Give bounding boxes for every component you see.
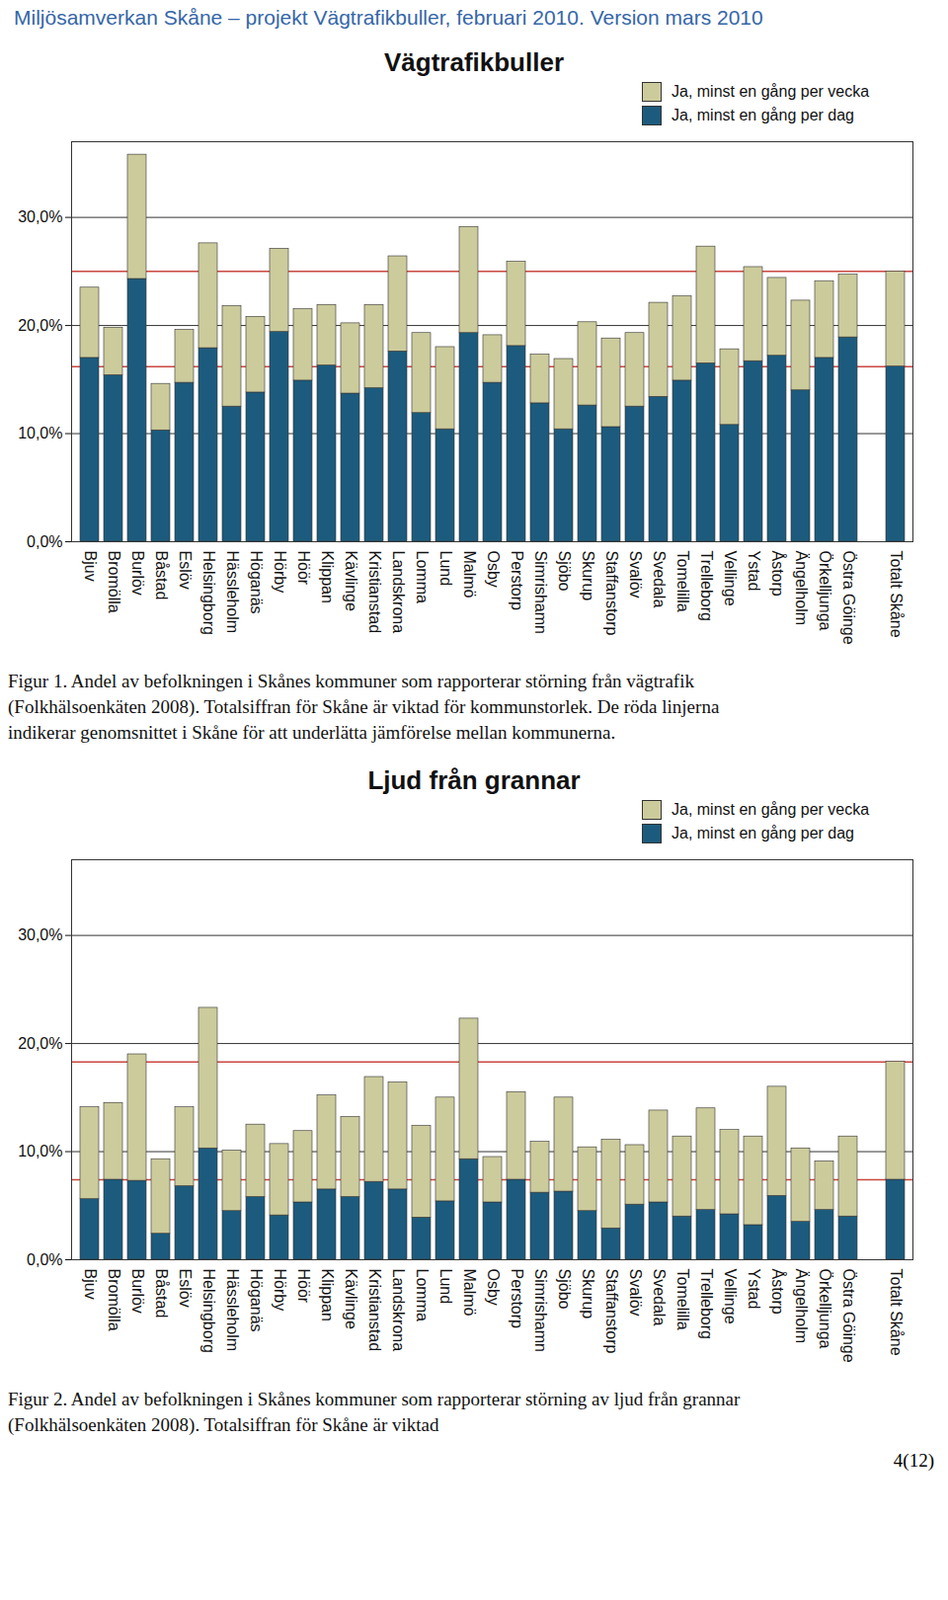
svg-text:Örkelljunga: Örkelljunga bbox=[816, 1268, 834, 1349]
svg-text:Lomma: Lomma bbox=[413, 551, 431, 604]
svg-text:Örkelljunga: Örkelljunga bbox=[816, 551, 834, 632]
svg-text:Helsingborg: Helsingborg bbox=[200, 551, 218, 635]
svg-text:Staffanstorp: Staffanstorp bbox=[603, 551, 621, 636]
svg-text:Båstad: Båstad bbox=[153, 1268, 170, 1319]
svg-text:Hässleholm: Hässleholm bbox=[224, 551, 241, 634]
html-text:4(12): 4(12) bbox=[893, 1449, 935, 1471]
svg-text:Simrishamn: Simrishamn bbox=[532, 551, 550, 634]
svg-text:Höganäs: Höganäs bbox=[247, 551, 265, 615]
svg-text:Trelleborg: Trelleborg bbox=[698, 551, 715, 622]
svg-text:Svalöv: Svalöv bbox=[627, 551, 644, 599]
svg-text:Lund: Lund bbox=[437, 1268, 455, 1305]
svg-text:Vellinge: Vellinge bbox=[721, 551, 739, 607]
svg-text:Höganäs: Höganäs bbox=[247, 1268, 265, 1333]
html-text:Ljud från grannar: Ljud från grannar bbox=[367, 765, 581, 795]
svg-text:Svalöv: Svalöv bbox=[627, 1268, 644, 1317]
svg-text:30,0%: 30,0% bbox=[17, 208, 63, 226]
svg-text:Malmö: Malmö bbox=[461, 1268, 478, 1317]
svg-text:Kristianstad: Kristianstad bbox=[366, 1268, 384, 1352]
svg-text:Ystad: Ystad bbox=[745, 551, 763, 592]
html-text:Miljösamverkan Skåne – projekt: Miljösamverkan Skåne – projekt Vägtrafik… bbox=[13, 5, 764, 29]
svg-text:Skurup: Skurup bbox=[579, 551, 597, 602]
svg-text:Svedala: Svedala bbox=[650, 1268, 668, 1327]
svg-text:Vellinge: Vellinge bbox=[721, 1268, 739, 1325]
svg-text:20,0%: 20,0% bbox=[17, 1034, 63, 1052]
svg-text:Klippan: Klippan bbox=[318, 551, 336, 604]
svg-text:0,0%: 0,0% bbox=[26, 533, 63, 551]
svg-text:Osby: Osby bbox=[484, 1268, 502, 1306]
svg-text:Eslöv: Eslöv bbox=[176, 1268, 194, 1308]
svg-text:Skurup: Skurup bbox=[579, 1268, 597, 1320]
svg-text:Burlöv: Burlöv bbox=[129, 551, 147, 596]
svg-text:Osby: Osby bbox=[484, 551, 502, 588]
svg-text:Landskrona: Landskrona bbox=[390, 551, 407, 634]
svg-text:10,0%: 10,0% bbox=[17, 424, 63, 442]
svg-text:Lund: Lund bbox=[437, 551, 455, 587]
svg-text:Ystad: Ystad bbox=[745, 1268, 763, 1310]
svg-text:Tomelilla: Tomelilla bbox=[674, 1268, 692, 1331]
html-text:Figur 2. Andel av befolkningen: Figur 2. Andel av befolkningen i Skånes … bbox=[7, 1388, 741, 1435]
svg-text:Höör: Höör bbox=[295, 1268, 313, 1304]
svg-text:Ängelholm: Ängelholm bbox=[792, 1268, 810, 1344]
svg-text:Klippan: Klippan bbox=[318, 1268, 336, 1322]
svg-text:Sjöbo: Sjöbo bbox=[555, 551, 573, 592]
svg-text:Staffanstorp: Staffanstorp bbox=[603, 1268, 621, 1354]
svg-text:Simrishamn: Simrishamn bbox=[532, 1268, 550, 1352]
html-text:Ja, minst en gång per vecka: Ja, minst en gång per vecka bbox=[671, 800, 870, 818]
svg-text:Kristianstad: Kristianstad bbox=[366, 551, 384, 634]
svg-text:Båstad: Båstad bbox=[153, 551, 170, 601]
html-text:Figur 1. Andel av befolkningen: Figur 1. Andel av befolkningen i Skånes … bbox=[7, 670, 720, 743]
svg-text:Malmö: Malmö bbox=[461, 551, 478, 599]
svg-text:Totalt Skåne: Totalt Skåne bbox=[887, 551, 905, 638]
svg-text:Eslöv: Eslöv bbox=[176, 551, 194, 590]
html-text:Ja, minst en gång per dag: Ja, minst en gång per dag bbox=[671, 106, 855, 124]
html-text:Ja, minst en gång per dag: Ja, minst en gång per dag bbox=[671, 824, 855, 842]
svg-text:20,0%: 20,0% bbox=[17, 316, 63, 334]
svg-text:Åstorp: Åstorp bbox=[769, 551, 788, 597]
svg-text:Kävlinge: Kävlinge bbox=[342, 1268, 360, 1330]
svg-text:Sjöbo: Sjöbo bbox=[555, 1268, 573, 1310]
svg-text:Kävlinge: Kävlinge bbox=[342, 551, 360, 612]
svg-text:Bjuv: Bjuv bbox=[81, 551, 99, 582]
svg-text:Lomma: Lomma bbox=[413, 1268, 431, 1322]
svg-text:Hörby: Hörby bbox=[271, 1268, 289, 1312]
svg-text:Perstorp: Perstorp bbox=[508, 1268, 526, 1330]
svg-text:Hörby: Hörby bbox=[271, 551, 289, 594]
html-text:Vägtrafikbuller: Vägtrafikbuller bbox=[384, 47, 564, 78]
svg-text:Tomelilla: Tomelilla bbox=[674, 551, 692, 613]
svg-text:10,0%: 10,0% bbox=[17, 1142, 63, 1160]
svg-text:Totalt Skåne: Totalt Skåne bbox=[887, 1268, 905, 1356]
svg-text:Hässleholm: Hässleholm bbox=[224, 1268, 241, 1352]
svg-text:Bromölla: Bromölla bbox=[105, 1268, 123, 1332]
svg-text:Åstorp: Åstorp bbox=[769, 1268, 788, 1315]
svg-text:30,0%: 30,0% bbox=[17, 926, 63, 944]
svg-text:0,0%: 0,0% bbox=[26, 1251, 63, 1268]
svg-text:Landskrona: Landskrona bbox=[390, 1268, 407, 1352]
svg-text:Trelleborg: Trelleborg bbox=[698, 1268, 715, 1340]
svg-text:Bjuv: Bjuv bbox=[81, 1268, 99, 1300]
svg-text:Svedala: Svedala bbox=[650, 551, 668, 609]
svg-text:Bromölla: Bromölla bbox=[105, 551, 123, 614]
svg-text:Perstorp: Perstorp bbox=[508, 551, 526, 612]
svg-text:Östra Göinge: Östra Göinge bbox=[840, 1268, 858, 1363]
svg-text:Höör: Höör bbox=[295, 551, 313, 586]
svg-text:Burlöv: Burlöv bbox=[129, 1268, 147, 1314]
svg-text:Östra Göinge: Östra Göinge bbox=[840, 551, 858, 645]
svg-text:Ängelholm: Ängelholm bbox=[792, 551, 810, 627]
html-text:Ja, minst en gång per vecka: Ja, minst en gång per vecka bbox=[671, 82, 870, 100]
svg-text:Helsingborg: Helsingborg bbox=[200, 1268, 218, 1353]
